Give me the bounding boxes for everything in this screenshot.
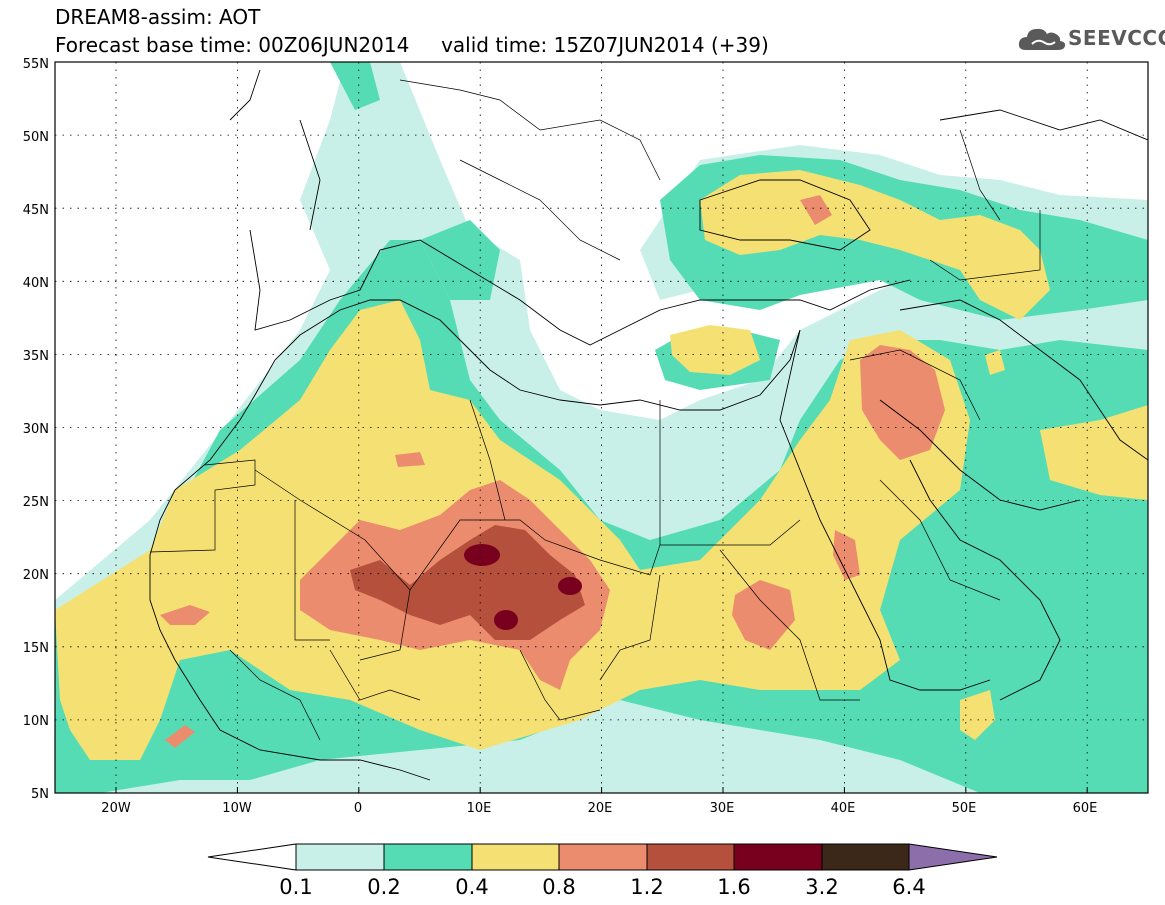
colorbar-label: 1.2 (630, 875, 663, 899)
lat-label: 5N (31, 787, 49, 802)
longitude-labels: 20W 10W 0 10E 20E 30E 40E 50E 60E (101, 801, 1097, 816)
colorbar-label: 6.4 (892, 875, 925, 899)
colorbar-label: 0.4 (455, 875, 488, 899)
lat-label: 45N (23, 203, 49, 218)
lon-label: 20W (101, 801, 131, 816)
lon-label: 10W (222, 801, 252, 816)
colorbar-over-arrow (909, 844, 997, 870)
lon-label: 0 (354, 801, 362, 816)
colorbar-swatch (296, 844, 384, 870)
lat-label: 10N (23, 714, 49, 729)
gridlines (55, 62, 1148, 793)
lon-label: 60E (1073, 801, 1098, 816)
colorbar-swatch (559, 844, 647, 870)
colorbar-label: 0.8 (542, 875, 575, 899)
aot-field (55, 62, 1148, 793)
title-line-1: DREAM8-assim: AOT (55, 5, 261, 29)
logo-text: SEEVCCC (1068, 26, 1165, 50)
colorbar-under-arrow (207, 843, 297, 871)
cloud-icon (1018, 28, 1066, 50)
borders (149, 79, 1041, 741)
lat-label: 55N (23, 57, 49, 72)
lat-label: 30N (23, 422, 49, 437)
colorbar: 0.1 0.2 0.4 0.8 1.2 1.6 3.2 6.4 (207, 843, 998, 899)
colorbar-swatch (822, 844, 909, 870)
lat-label: 15N (23, 641, 49, 656)
colorbar-label: 0.2 (367, 875, 400, 899)
lon-label: 30E (710, 801, 735, 816)
lat-label: 20N (23, 568, 49, 583)
colorbar-swatch (472, 844, 559, 870)
colorbar-label: 3.2 (805, 875, 838, 899)
colorbar-label: 0.1 (279, 875, 312, 899)
aot-level-1.2 (350, 525, 585, 640)
lat-label: 35N (23, 349, 49, 364)
aot-level-1.6 (464, 544, 582, 630)
colorbar-swatch (384, 844, 472, 870)
lon-label: 40E (831, 801, 856, 816)
colorbar-label: 1.6 (717, 875, 750, 899)
lon-label: 10E (467, 801, 492, 816)
title-line-2: Forecast base time: 00Z06JUN2014 valid t… (55, 33, 769, 57)
lon-label: 20E (588, 801, 613, 816)
lat-label: 40N (23, 276, 49, 291)
colorbar-swatch (734, 844, 822, 870)
lat-label: 25N (23, 495, 49, 510)
seevccc-logo: SEEVCCC (1018, 24, 1165, 58)
map-frame (54, 61, 1149, 794)
coastlines (149, 69, 1148, 781)
latitude-labels: 55N 50N 45N 40N 35N 30N 25N 20N 15N 10N … (23, 57, 49, 802)
lat-label: 50N (23, 130, 49, 145)
colorbar-swatch (647, 844, 734, 870)
lon-label: 50E (952, 801, 977, 816)
